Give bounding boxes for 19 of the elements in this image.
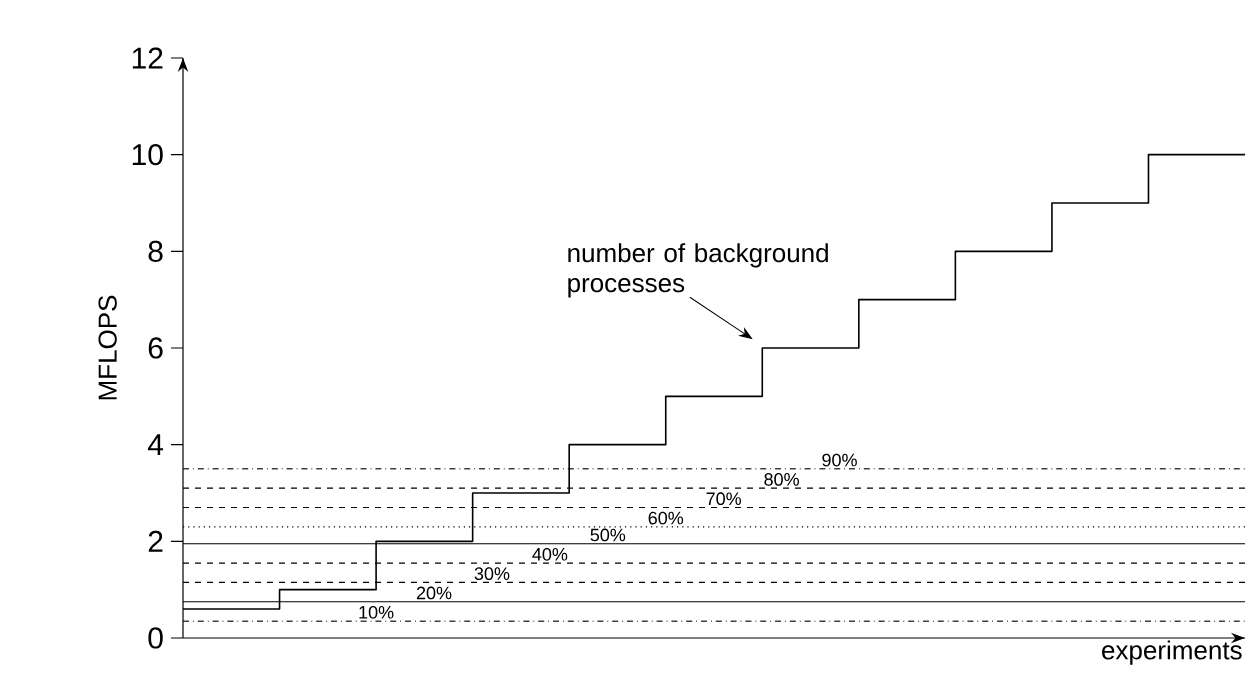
series-label: 60% — [648, 511, 684, 525]
y-tick-label: 6 — [148, 337, 163, 359]
y-tick-label: 12 — [132, 47, 163, 69]
series-label: 50% — [590, 528, 626, 542]
y-axis-title: MFLOPS — [98, 295, 117, 400]
y-tick-label: 0 — [148, 627, 163, 649]
y-tick-label: 2 — [148, 530, 163, 552]
y-tick-label: 10 — [132, 144, 163, 166]
series-label: 70% — [706, 492, 742, 506]
series-label: 30% — [474, 567, 510, 581]
x-axis-title: experiments — [1102, 640, 1242, 665]
series-label: 10% — [359, 605, 394, 619]
series-label: 80% — [764, 473, 799, 486]
y-tick-label: 8 — [148, 240, 163, 262]
series-label: 20% — [416, 586, 452, 600]
y-tick-label: 4 — [147, 434, 164, 455]
annotation: number of background processes — [568, 243, 828, 298]
series-label: 90% — [822, 453, 857, 467]
series-label: 40% — [532, 547, 568, 561]
